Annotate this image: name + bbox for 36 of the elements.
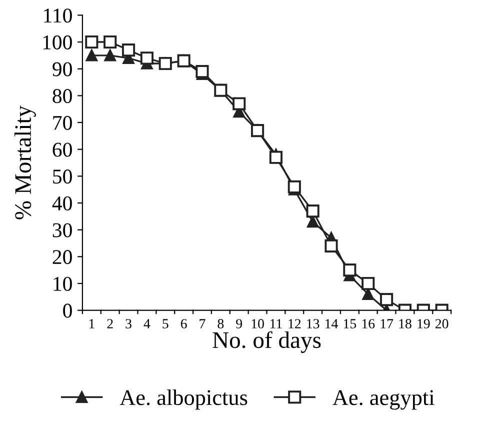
x-tick-label: 9 [236,319,242,328]
x-tick-label: 6 [180,319,187,328]
x-tick-label: 13 [307,319,320,328]
x-tick-label: 16 [362,319,375,328]
y-tick-label: 60 [52,142,72,157]
x-tick-label: 20 [436,319,448,328]
x-tick-label: 3 [126,319,132,328]
y-tick-label: 70 [53,116,72,130]
x-tick-label: 7 [200,319,206,328]
x-tick-label: 17 [380,319,394,328]
y-tick-label: 0 [63,304,72,318]
y-tick-label: 80 [52,89,72,104]
x-tick-label: 10 [252,319,264,328]
y-tick-label: 40 [52,196,72,210]
x-tick-label: 14 [326,319,338,328]
x-tick-label: 12 [288,319,301,328]
x-tick-label: 19 [418,319,430,328]
y-tick-label: 20 [52,250,72,264]
y-tick-label: 110 [44,8,72,23]
y-tick-label: 50 [53,170,72,184]
y-tick-label: 100 [43,35,72,50]
y-tick-label: 30 [52,223,72,238]
legend-label: Ae. albopictus [120,389,248,410]
x-tick-label: 4 [144,319,150,328]
y-axis-title: % Mortality [14,105,36,220]
x-tick-label: 8 [218,319,224,328]
y-tick-label: 90 [52,62,72,76]
y-tick-label: 10 [54,276,72,291]
x-tick-label: 1 [89,319,94,328]
x-tick-label: 18 [399,319,412,328]
x-tick-label: 15 [344,319,356,328]
x-tick-label: 11 [270,319,282,328]
x-tick-label: 5 [162,319,168,328]
x-tick-label: 2 [107,319,113,328]
x-axis-title: No. of days [212,331,321,353]
legend-label: Ae. aegypti [332,390,434,410]
